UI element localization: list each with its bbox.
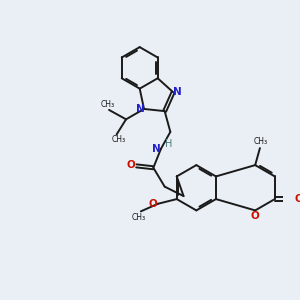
Text: N: N (136, 104, 145, 114)
Text: O: O (251, 211, 260, 221)
Text: CH₃: CH₃ (111, 135, 125, 144)
Text: O: O (126, 160, 135, 170)
Text: CH₃: CH₃ (132, 212, 146, 221)
Text: O: O (149, 199, 158, 209)
Text: CH₃: CH₃ (101, 100, 115, 109)
Text: N: N (172, 87, 181, 97)
Text: N: N (152, 144, 161, 154)
Text: O: O (295, 194, 300, 204)
Text: CH₃: CH₃ (254, 137, 268, 146)
Text: H: H (165, 139, 172, 149)
